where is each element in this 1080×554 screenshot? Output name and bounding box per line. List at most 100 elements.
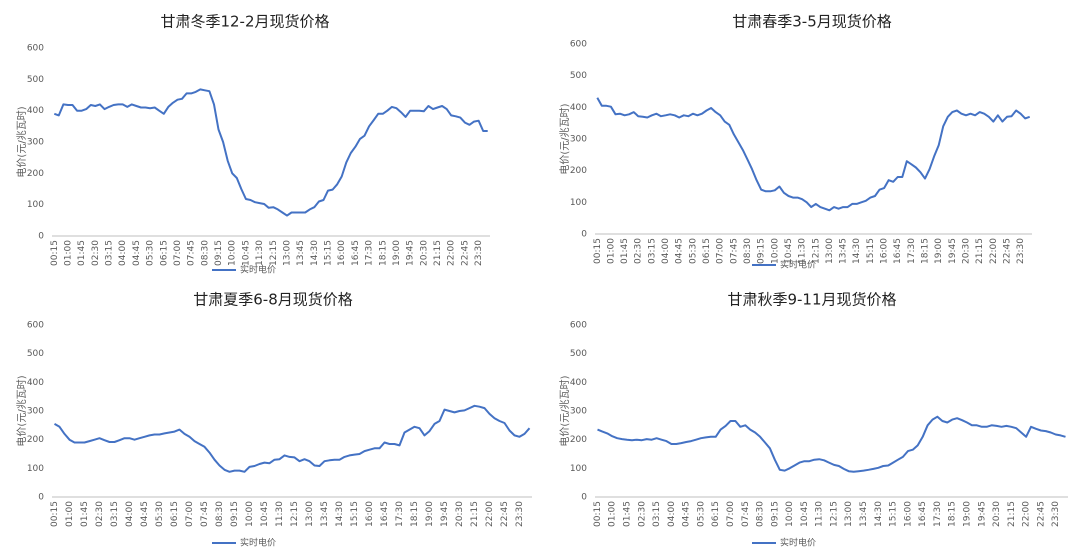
y-tick-label: 100 [27, 200, 44, 210]
y-axis-label: 电价(元/兆瓦时) [558, 103, 571, 174]
x-tick-label: 14:30 [310, 240, 320, 266]
x-tick-label: 10:45 [784, 238, 794, 264]
x-tick-label: 03:15 [647, 238, 657, 264]
x-tick-label: 07:45 [741, 501, 751, 527]
x-tick-label: 16:00 [903, 501, 913, 527]
x-tick-label: 13:00 [825, 238, 835, 264]
x-tick-label: 22:00 [485, 501, 495, 527]
y-tick-label: 100 [570, 198, 587, 208]
x-tick-label: 04:00 [125, 501, 135, 527]
x-tick-label: 01:00 [63, 240, 73, 266]
x-tick-label: 13:45 [320, 501, 330, 527]
x-tick-label: 10:00 [785, 501, 795, 527]
price-line [597, 415, 1066, 473]
x-tick-label: 22:45 [1002, 238, 1012, 264]
x-tick-label: 01:45 [620, 238, 630, 264]
x-tick-label: 09:15 [757, 238, 767, 264]
x-tick-label: 07:00 [173, 240, 183, 266]
y-tick-label: 300 [27, 138, 44, 148]
x-tick-label: 07:45 [729, 238, 739, 264]
x-tick-label: 16:45 [893, 238, 903, 264]
x-tick-label: 15:15 [350, 501, 360, 527]
x-tick-label: 11:30 [798, 238, 808, 264]
x-tick-label: 10:45 [241, 240, 251, 266]
y-tick-label: 0 [581, 230, 587, 240]
x-tick-label: 04:00 [118, 240, 128, 266]
x-tick-label: 00:15 [593, 238, 603, 264]
x-tick-label: 04:45 [132, 240, 142, 266]
x-tick-label: 19:00 [962, 501, 972, 527]
chart-title: 甘肃春季3-5月现货价格 [732, 13, 892, 31]
x-tick-label: 06:15 [702, 238, 712, 264]
x-tick-label: 20:30 [455, 501, 465, 527]
x-tick-label: 16:00 [365, 501, 375, 527]
chart-title: 甘肃秋季9-11月现货价格 [727, 291, 896, 309]
y-tick-label: 400 [27, 378, 44, 388]
x-tick-label: 10:45 [260, 501, 270, 527]
y-tick-label: 600 [27, 44, 44, 54]
x-tick-label: 07:00 [185, 501, 195, 527]
y-tick-label: 400 [27, 106, 44, 116]
legend-label: 实时电价 [780, 537, 816, 549]
y-tick-label: 300 [27, 407, 44, 417]
x-tick-label: 04:00 [661, 238, 671, 264]
x-tick-label: 01:45 [77, 240, 87, 266]
x-tick-label: 07:00 [716, 238, 726, 264]
x-tick-label: 01:45 [623, 501, 633, 527]
x-tick-label: 03:15 [105, 240, 115, 266]
x-tick-label: 16:00 [337, 240, 347, 266]
x-tick-label: 17:30 [395, 501, 405, 527]
chart-title: 甘肃夏季6-8月现货价格 [193, 291, 353, 309]
x-tick-label: 22:45 [1036, 501, 1046, 527]
x-tick-label: 03:15 [110, 501, 120, 527]
y-tick-label: 200 [27, 169, 44, 179]
x-tick-label: 11:30 [815, 501, 825, 527]
x-tick-label: 22:00 [1022, 501, 1032, 527]
y-tick-label: 300 [570, 135, 587, 145]
y-axis-label: 电价(元/兆瓦时) [15, 375, 28, 446]
y-tick-label: 500 [570, 349, 587, 359]
x-tick-label: 22:45 [460, 240, 470, 266]
price-line [596, 97, 1031, 212]
x-tick-label: 16:45 [351, 240, 361, 266]
x-tick-label: 14:30 [852, 238, 862, 264]
x-tick-label: 01:45 [80, 501, 90, 527]
y-tick-label: 300 [570, 407, 587, 417]
x-tick-label: 23:30 [1016, 238, 1026, 264]
x-tick-label: 07:45 [200, 501, 210, 527]
y-tick-label: 100 [27, 464, 44, 474]
y-tick-label: 400 [570, 378, 587, 388]
y-tick-label: 100 [570, 464, 587, 474]
x-tick-label: 20:30 [992, 501, 1002, 527]
chart-title: 甘肃冬季12-2月现货价格 [160, 13, 329, 31]
x-tick-label: 16:45 [380, 501, 390, 527]
x-tick-label: 04:45 [682, 501, 692, 527]
y-tick-label: 500 [27, 75, 44, 85]
x-tick-label: 10:45 [800, 501, 810, 527]
x-tick-label: 10:00 [228, 240, 238, 266]
x-tick-label: 01:00 [608, 501, 618, 527]
x-tick-label: 12:15 [811, 238, 821, 264]
price-line [53, 88, 488, 217]
y-tick-label: 0 [38, 232, 44, 242]
x-tick-label: 23:30 [474, 240, 484, 266]
x-tick-label: 01:00 [606, 238, 616, 264]
y-tick-label: 400 [570, 103, 587, 113]
x-tick-label: 04:00 [667, 501, 677, 527]
x-tick-label: 08:30 [743, 238, 753, 264]
price-line [53, 404, 531, 473]
x-tick-label: 13:45 [859, 501, 869, 527]
x-tick-label: 16:00 [880, 238, 890, 264]
x-tick-label: 06:15 [711, 501, 721, 527]
x-tick-label: 15:15 [324, 240, 334, 266]
legend-label: 实时电价 [240, 264, 276, 276]
x-tick-label: 19:00 [934, 238, 944, 264]
x-tick-label: 10:00 [245, 501, 255, 527]
x-tick-label: 13:45 [839, 238, 849, 264]
x-tick-label: 15:15 [889, 501, 899, 527]
x-tick-label: 11:30 [255, 240, 265, 266]
x-tick-label: 06:15 [159, 240, 169, 266]
x-tick-label: 13:45 [296, 240, 306, 266]
x-tick-label: 13:00 [305, 501, 315, 527]
x-tick-label: 22:00 [989, 238, 999, 264]
